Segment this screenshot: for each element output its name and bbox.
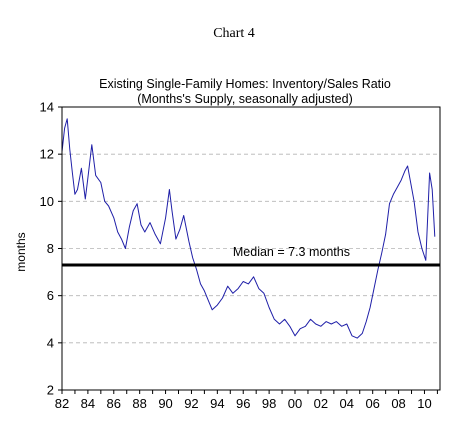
x-tick-label: 02	[314, 396, 328, 411]
median-label: Median = 7.3 months	[233, 245, 350, 259]
y-tick-label: 8	[47, 241, 54, 256]
x-tick-label: 04	[340, 396, 354, 411]
chart-subtitle: (Months's Supply, seasonally adjusted)	[137, 92, 352, 106]
chart-title: Existing Single-Family Homes: Inventory/…	[99, 77, 391, 91]
y-tick-label: 10	[40, 194, 54, 209]
y-axis: 2 4 6 8 10 12 14	[40, 100, 62, 398]
x-tick-label: 06	[365, 396, 379, 411]
x-tick-label: 84	[81, 396, 95, 411]
y-tick-label: 14	[40, 100, 54, 115]
x-tick-label: 90	[158, 396, 172, 411]
x-tick-label: 96	[236, 396, 250, 411]
x-axis: 82 84 86 88 90 92 94 96 98 00 02 04 06 08 10	[55, 390, 438, 411]
x-tick-label: 94	[210, 396, 224, 411]
y-tick-label: 12	[40, 147, 54, 162]
x-tick-label: 82	[55, 396, 69, 411]
x-tick-label: 08	[391, 396, 405, 411]
x-tick-label: 86	[107, 396, 121, 411]
x-tick-label: 98	[262, 396, 276, 411]
x-tick-label: 92	[184, 396, 198, 411]
chart-header: Chart 4	[213, 26, 255, 41]
x-tick-label: 00	[288, 396, 302, 411]
x-tick-label: 88	[132, 396, 146, 411]
y-tick-label: 4	[47, 335, 54, 350]
y-tick-label: 6	[47, 288, 54, 303]
series-line	[61, 118, 436, 339]
x-tick-label: 10	[417, 396, 431, 411]
y-axis-label: months	[14, 232, 28, 271]
y-tick-label: 2	[47, 383, 54, 398]
